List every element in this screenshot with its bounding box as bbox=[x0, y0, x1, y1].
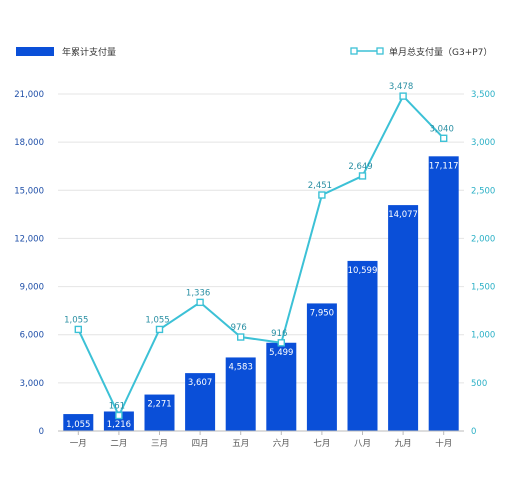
line-point bbox=[196, 298, 204, 307]
line-point bbox=[155, 325, 164, 334]
line-point bbox=[277, 339, 285, 347]
line-data-label: 1,055 bbox=[64, 315, 88, 325]
left-axis-tick-label: 9,000 bbox=[20, 283, 44, 293]
legend-line-marker-right bbox=[376, 47, 384, 55]
bar-labels: 1,055 1,216 2,271 3,607 4,583 5,499 7,950 10,59… bbox=[66, 161, 458, 430]
right-axis-tick-label: 1,500 bbox=[471, 283, 495, 293]
left-axis-tick-label: 18,000 bbox=[14, 138, 44, 148]
bar-data-label: 1,216 bbox=[107, 420, 131, 430]
line-data-label: 3,040 bbox=[430, 124, 454, 134]
x-axis-tick-label: 五月 bbox=[232, 439, 249, 449]
legend: 年累计支付量 单月总支付量（G3+P7） bbox=[16, 46, 492, 58]
line-data-label: 916 bbox=[271, 329, 287, 339]
x-axis-tick-label: 六月 bbox=[273, 438, 290, 449]
bar bbox=[103, 411, 134, 431]
line-data-label: 2,649 bbox=[348, 162, 372, 172]
x-axis-tick-label: 三月 bbox=[151, 439, 168, 449]
x-axis-tick-label: 一月 bbox=[70, 439, 87, 449]
right-axis-tick-label: 2,000 bbox=[471, 234, 495, 244]
bar bbox=[225, 357, 256, 431]
line-path bbox=[77, 94, 445, 418]
line-data-label: 161 bbox=[109, 401, 125, 411]
bar bbox=[388, 205, 419, 431]
bar bbox=[347, 260, 378, 431]
bar-data-label: 7,950 bbox=[310, 308, 334, 318]
right-axis-tick-label: 2,500 bbox=[471, 186, 495, 196]
legend-line-label: 单月总支付量（G3+P7） bbox=[389, 46, 492, 58]
line-data-label: 3,478 bbox=[389, 82, 413, 92]
line-point bbox=[115, 411, 123, 420]
right-axis-ticks: 0 500 1,000 1,500 2,000 2,500 3,000 3,500 bbox=[471, 90, 495, 437]
line-data-label: 976 bbox=[231, 323, 247, 333]
bar bbox=[63, 414, 94, 431]
left-axis-tick-label: 6,000 bbox=[20, 331, 44, 341]
line-point bbox=[236, 333, 245, 341]
left-axis-tick-label: 21,000 bbox=[14, 90, 44, 100]
bar bbox=[185, 373, 216, 431]
line-point bbox=[74, 325, 83, 334]
line-point bbox=[440, 134, 448, 142]
bar-data-label: 2,271 bbox=[147, 400, 171, 410]
left-axis-tick-label: 0 bbox=[39, 427, 44, 437]
bar-data-label: 5,499 bbox=[269, 348, 293, 358]
right-axis-tick-label: 500 bbox=[471, 379, 487, 389]
left-axis-tick-label: 3,000 bbox=[20, 379, 44, 389]
bar-data-label: 1,055 bbox=[66, 420, 90, 430]
line-point bbox=[358, 172, 367, 180]
legend-bar-label: 年累计支付量 bbox=[62, 46, 116, 58]
bar-data-label: 4,583 bbox=[229, 362, 253, 372]
bar bbox=[266, 342, 297, 431]
line-point bbox=[399, 92, 407, 100]
right-axis-tick-label: 1,000 bbox=[471, 331, 495, 341]
right-axis-tick-label: 3,500 bbox=[471, 90, 495, 100]
x-axis-tick-label: 四月 bbox=[192, 439, 209, 449]
left-axis-ticks: 0 3,000 6,000 9,000 12,000 15,000 18,000 21,000 bbox=[14, 90, 44, 437]
line-series bbox=[74, 92, 448, 420]
bar-series bbox=[63, 156, 459, 431]
bar-data-label: 3,607 bbox=[188, 378, 212, 388]
left-axis-tick-label: 12,000 bbox=[14, 234, 44, 244]
x-axis-tick-label: 七月 bbox=[313, 439, 330, 449]
legend-bar-swatch bbox=[16, 47, 54, 56]
line-data-label: 1,055 bbox=[145, 315, 169, 325]
bar bbox=[144, 394, 175, 431]
left-axis-tick-label: 15,000 bbox=[14, 186, 44, 196]
line-point bbox=[318, 191, 326, 199]
line-labels: 1,055 161 1,055 1,336 976 916 2,451 2,649 3,478 3… bbox=[64, 82, 454, 411]
x-axis-tick-label: 九月 bbox=[395, 439, 412, 449]
x-axis-tick-label: 八月 bbox=[354, 439, 371, 449]
line-data-label: 1,336 bbox=[186, 288, 210, 298]
right-axis-tick-label: 3,000 bbox=[471, 138, 495, 148]
legend-line-marker-left bbox=[350, 47, 358, 55]
bar-data-label: 10,599 bbox=[348, 266, 378, 276]
right-axis-tick-label: 0 bbox=[471, 427, 476, 437]
x-axis-tick-label: 二月 bbox=[110, 439, 127, 449]
bar-data-label: 17,117 bbox=[429, 161, 459, 171]
line-data-label: 2,451 bbox=[308, 181, 332, 191]
bar-data-label: 14,077 bbox=[388, 210, 418, 220]
bar bbox=[428, 156, 459, 431]
x-axis-tick-label: 十月 bbox=[435, 438, 452, 449]
bar bbox=[306, 303, 337, 431]
x-axis: 一月 二月 三月 四月 五月 六月 七月 八月 九月 十月 bbox=[58, 430, 464, 449]
